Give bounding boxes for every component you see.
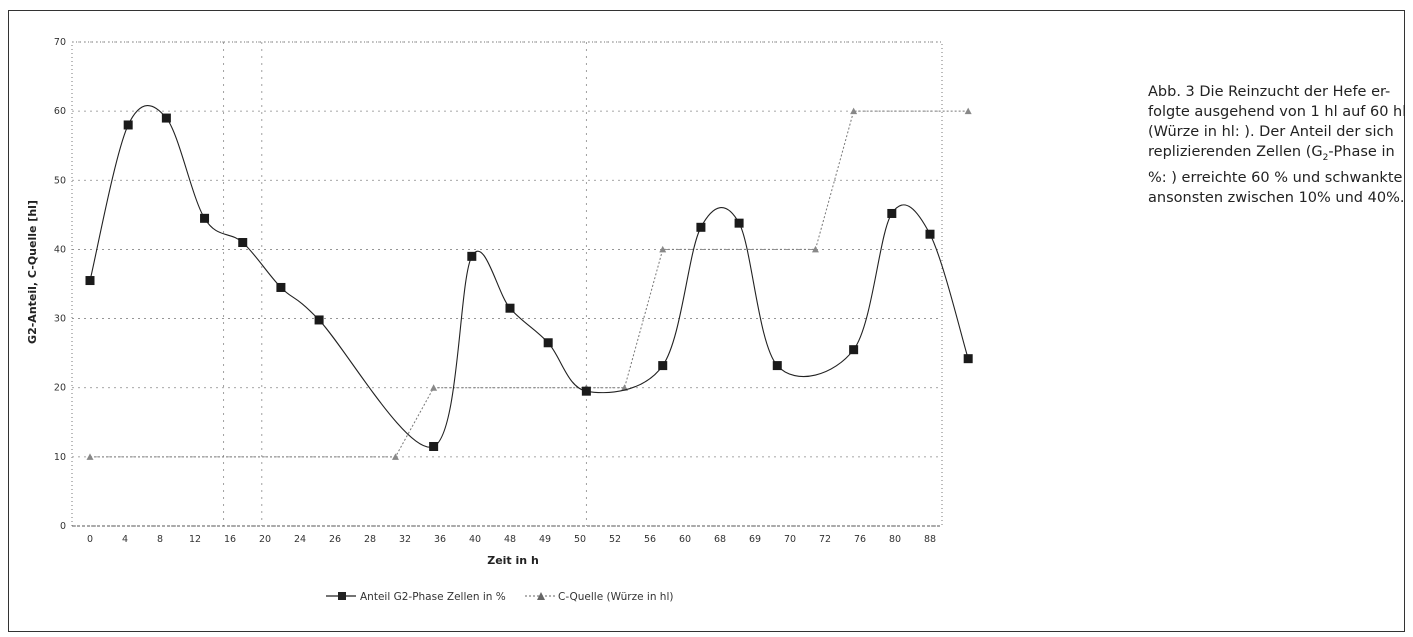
y-tick-label-5: 50: [54, 175, 66, 186]
caption-line-4-tail: -Phase in: [1328, 144, 1395, 160]
chart-series: [85, 104, 973, 460]
c-quelle-point-5: [659, 245, 667, 253]
g2-point-4: [238, 238, 248, 248]
figure-caption: Abb. 3 Die Reinzucht der Hefe er- folgte…: [1148, 82, 1407, 208]
c-quelle-point-7: [850, 107, 858, 115]
x-tick-label-13: 49: [539, 534, 551, 545]
y-tick-label-1: 10: [54, 452, 66, 463]
plot-border: [71, 41, 943, 527]
g2-point-7: [429, 441, 439, 451]
x-tick-label-5: 20: [259, 534, 271, 545]
chart-legend: Anteil G2-Phase Zellen in % C-Quelle (Wü…: [326, 591, 673, 603]
c-quelle-point-6: [811, 245, 819, 253]
x-tick-label-0: 0: [87, 534, 93, 545]
x-tick-label-3: 12: [189, 534, 201, 545]
caption-line-5: %: ) erreichte 60 % und schwankte: [1148, 169, 1403, 186]
g2-point-8: [467, 251, 477, 261]
x-tick-label-12: 48: [504, 534, 516, 545]
caption-line-3: (Würze in hl: ). Der Anteil der sich: [1148, 124, 1394, 140]
g2-point-16: [849, 345, 859, 355]
c-quelle-point-0: [86, 453, 94, 460]
x-tick-label-8: 28: [364, 534, 376, 545]
g2-point-0: [85, 276, 95, 286]
legend-label-c-quelle: C-Quelle (Würze in hl): [558, 591, 673, 603]
g2-point-11: [581, 386, 591, 396]
y-tick-label-6: 60: [54, 106, 66, 117]
g2-point-3: [200, 213, 210, 223]
g2-point-15: [772, 361, 782, 371]
g2-point-2: [161, 113, 171, 123]
legend-label-g2: Anteil G2-Phase Zellen in %: [360, 591, 506, 603]
g2-point-5: [276, 282, 286, 292]
y-tick-label-4: 40: [54, 244, 66, 255]
x-tick-label-4: 16: [224, 534, 236, 545]
x-tick-label-6: 24: [294, 534, 306, 545]
x-tick-label-22: 76: [854, 534, 866, 545]
g2-point-10: [543, 338, 553, 348]
g2-point-12: [658, 361, 668, 371]
g2-point-14: [734, 218, 744, 228]
caption-subscript: 2: [1322, 152, 1329, 163]
g2-point-1: [123, 120, 133, 130]
x-tick-label-23: 80: [889, 534, 901, 545]
x-tick-label-2: 8: [157, 534, 163, 545]
x-tick-label-18: 68: [714, 534, 726, 545]
g2-point-19: [963, 354, 973, 364]
x-tick-label-15: 52: [609, 534, 621, 545]
y-tick-label-2: 20: [54, 383, 66, 394]
x-tick-label-21: 72: [819, 534, 831, 545]
c-quelle-point-8: [964, 107, 972, 115]
x-tick-label-10: 36: [434, 534, 446, 545]
caption-line-4-text: replizierenden Zellen (G: [1148, 144, 1323, 160]
x-tick-label-9: 32: [399, 534, 411, 545]
y-tick-label-0: 0: [60, 521, 66, 532]
x-tick-label-19: 69: [749, 534, 761, 545]
series-c-quelle-line: [90, 110, 969, 458]
g2-point-17: [887, 208, 897, 218]
x-tick-label-7: 26: [329, 534, 341, 545]
chart-grid: [71, 41, 943, 527]
series-g2-line: [89, 104, 969, 448]
g2-point-18: [925, 229, 935, 239]
legend-marker-square: [338, 592, 346, 600]
y-axis-title: G2-Anteil, C-Quelle [hl]: [26, 200, 39, 344]
g2-point-9: [505, 303, 515, 313]
g2-point-13: [696, 222, 706, 232]
figure-frame: [8, 10, 1405, 632]
c-quelle-point-1: [391, 453, 399, 460]
x-tick-label-16: 56: [644, 534, 656, 545]
x-tick-label-1: 4: [122, 534, 128, 545]
caption-line-6: ansonsten zwischen 10% und 40%.: [1148, 189, 1405, 206]
g2-point-6: [314, 315, 324, 325]
x-tick-label-17: 60: [679, 534, 691, 545]
c-quelle-point-2: [430, 384, 438, 391]
caption-line-1: Abb. 3 Die Reinzucht der Hefe er-: [1148, 84, 1391, 100]
x-axis-title: Zeit in h: [487, 554, 539, 567]
x-tick-label-20: 70: [784, 534, 796, 545]
y-tick-label-7: 70: [54, 37, 66, 48]
x-tick-label-14: 50: [574, 534, 586, 545]
x-tick-label-24: 88: [924, 534, 936, 545]
caption-line-4: replizierenden Zellen (G2-Phase in: [1148, 142, 1395, 168]
x-tick-label-11: 40: [469, 534, 481, 545]
caption-line-2: folgte ausgehend von 1 hl auf 60 hl: [1148, 104, 1407, 120]
legend-marker-triangle: [537, 592, 545, 600]
y-tick-label-3: 30: [54, 314, 66, 325]
